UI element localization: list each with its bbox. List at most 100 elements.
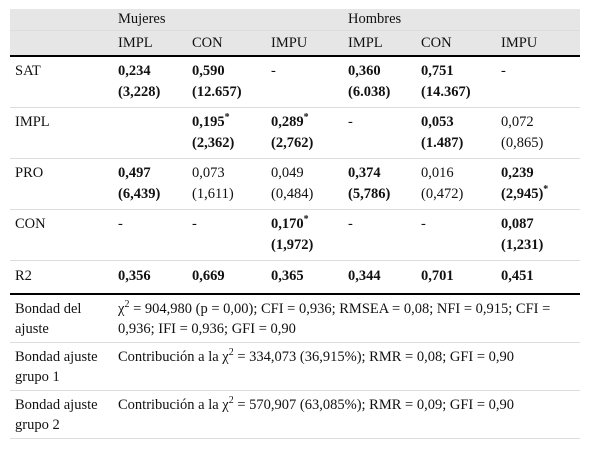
cell-line: 0,289*: [271, 112, 338, 133]
cell: 0,072 (0,865): [496, 107, 581, 159]
column-header: IMPL: [113, 30, 187, 57]
cell-line: (0,865): [501, 135, 544, 151]
group-row: Mujeres Hombres: [10, 9, 581, 31]
cell-line: (1,972): [271, 237, 314, 253]
fit-text: Contribución a la χ2 = 570,907 (63,085%)…: [113, 390, 581, 439]
cell: 0,016 (0,472): [416, 158, 496, 210]
fit-part: = 570,907 (63,085%); RMR = 0,09; GFI = 0…: [233, 397, 515, 413]
cell-line: (14.367): [421, 84, 471, 100]
row-label: R2: [10, 260, 113, 295]
cell: 0,669: [187, 260, 266, 295]
cell-line: (0,484): [271, 186, 314, 202]
cell: 0,049 (0,484): [266, 158, 343, 210]
cell-line: 0,669: [192, 268, 225, 284]
cell: 0,087 (1,231): [496, 209, 581, 261]
cell: -: [416, 209, 496, 261]
cell: 0,451: [496, 260, 581, 295]
data-row: CON - -0,170* (1,972) - -0,087 (1,231): [10, 209, 581, 261]
row-label: PRO: [10, 158, 113, 210]
fit-text: χ2 = 904,980 (p = 0,00); CFI = 0,936; RM…: [113, 294, 581, 343]
cell-line: 0,451: [501, 268, 534, 284]
cell-line: 0,360: [348, 63, 381, 79]
superscript: 2: [124, 299, 130, 311]
data-row: PRO 0,497 (6,439) 0,073 (1,611) 0,049 (0,484) 0…: [10, 158, 581, 210]
cell: 0,374 (5,786): [343, 158, 416, 210]
cell: 0,073 (1,611): [187, 158, 266, 210]
row-label: CON: [10, 209, 113, 261]
cell: -: [343, 107, 416, 159]
table-body: Mujeres Hombres IMPL CON IMPU IMPL CON IMPU S…: [10, 9, 581, 439]
cell-line: 0,170*: [271, 214, 338, 235]
group-header: Hombres: [343, 9, 581, 31]
cell-line: (1,231): [501, 237, 544, 253]
cell-line: 0,073: [192, 165, 225, 181]
cell: 0,356: [113, 260, 187, 295]
fit-part: = 334,073 (36,915%); RMR = 0,08; GFI = 0…: [233, 349, 515, 365]
fit-part: Contribución a la χ: [118, 349, 229, 365]
column-header: IMPL: [343, 30, 416, 57]
cell-line: (2,362): [192, 135, 235, 151]
cell: 0,365: [266, 260, 343, 295]
fit-part: Contribución a la χ: [118, 397, 229, 413]
cell-line: (6.038): [348, 84, 391, 100]
row-label: SAT: [10, 56, 113, 108]
cell: 0,239 (2,945)*: [496, 158, 581, 210]
cell-line: 0,016: [421, 165, 454, 181]
cell: 0,195* (2,362): [187, 107, 266, 159]
cell-line: 0,087: [501, 216, 534, 232]
fit-row: Bondad ajuste grupo 2 Contribución a la χ…: [10, 390, 581, 439]
column-header: IMPU: [266, 30, 343, 57]
cell-line: 0,195*: [192, 112, 261, 133]
cell-line: (0,472): [421, 186, 464, 202]
cell: 0,234 (3,228): [113, 56, 187, 108]
row-label: IMPL: [10, 107, 113, 159]
data-row: IMPL 0,195* (2,362) 0,289* (2,762) -0,053 (1.4…: [10, 107, 581, 159]
cell: -: [113, 209, 187, 261]
column-header: CON: [187, 30, 266, 57]
cell: 0,289* (2,762): [266, 107, 343, 159]
fit-row: Bondad ajuste grupo 1 Contribución a la χ…: [10, 342, 581, 391]
cell: -: [266, 56, 343, 108]
cell-line: (1,611): [192, 186, 234, 202]
cell: 0,053 (1.487): [416, 107, 496, 159]
results-table: Mujeres Hombres IMPL CON IMPU IMPL CON IMPU S…: [10, 9, 581, 439]
cell: [113, 107, 187, 159]
cell-line: 0,365: [271, 268, 304, 284]
column-header: CON: [416, 30, 496, 57]
significance: *: [224, 112, 230, 124]
cell-line: (12.657): [192, 84, 242, 100]
data-row: R2 0,356 0,669 0,365 0,344 0,701 0,451: [10, 260, 581, 295]
cell-value: 0,289: [271, 114, 304, 130]
cell: 0,170* (1,972): [266, 209, 343, 261]
corner: [10, 30, 113, 57]
cell-line: 0,374: [348, 165, 381, 181]
column-header: IMPU: [496, 30, 581, 57]
significance: *: [543, 184, 549, 196]
cell-line: (2,945)*: [501, 184, 575, 205]
cell-value: 0,170: [271, 216, 304, 232]
cell: -: [343, 209, 416, 261]
corner: [10, 9, 113, 31]
column-row: IMPL CON IMPU IMPL CON IMPU: [10, 30, 581, 57]
cell: 0,344: [343, 260, 416, 295]
data-row: SAT 0,234 (3,228) 0,590 (12.657) -0,360 (6.038…: [10, 56, 581, 108]
cell: 0,701: [416, 260, 496, 295]
fit-label: Bondad ajuste grupo 1: [10, 342, 113, 391]
cell-line: 0,497: [118, 165, 151, 181]
cell: -: [187, 209, 266, 261]
significance: *: [303, 214, 309, 226]
fit-label: Bondad ajuste grupo 2: [10, 390, 113, 439]
cell-line: (2,762): [271, 135, 314, 151]
cell: 0,590 (12.657): [187, 56, 266, 108]
cell-line: 0,344: [348, 268, 381, 284]
cell-line: (1.487): [421, 135, 464, 151]
cell: -: [496, 56, 581, 108]
cell: 0,497 (6,439): [113, 158, 187, 210]
cell: 0,360 (6.038): [343, 56, 416, 108]
cell-line: (6,439): [118, 186, 161, 202]
cell-line: 0,751: [421, 63, 454, 79]
cell-line: 0,701: [421, 268, 454, 284]
cell-value: (2,945): [501, 186, 544, 202]
cell-line: (3,228): [118, 84, 161, 100]
